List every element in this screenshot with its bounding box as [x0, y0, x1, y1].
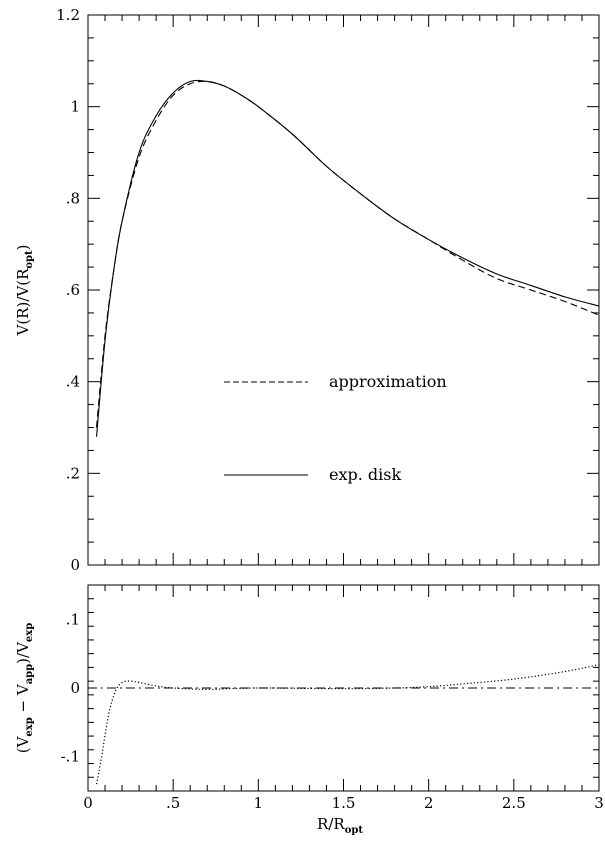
x-tick-label: 3	[594, 794, 604, 812]
top-panel-tick-labels: 0 .2 .4 .6 .8 1 1.2	[56, 6, 80, 574]
x-tick-label: 2	[424, 794, 434, 812]
x-tick-label: 0	[83, 794, 93, 812]
bottom-y-label-p1: (V	[14, 735, 32, 753]
x-axis-label-sub: opt	[345, 825, 364, 836]
top-y-axis-label: V(R)/V(Ropt)	[14, 244, 35, 336]
bottom-y-axis-label: (Vexp − Vapp)/Vexp	[14, 623, 35, 754]
bottom-y-label-s2: app	[24, 664, 35, 684]
y-tick-label: .6	[66, 281, 80, 299]
legend: approximation exp. disk	[224, 372, 447, 484]
legend-label-approximation: approximation	[329, 372, 447, 391]
rotation-curve-panel: 0 .2 .4 .6 .8 1 1.2 approximation exp. disk V(…	[14, 6, 600, 574]
y-tick-label: .1	[66, 610, 80, 628]
bottom-y-label-p3: )/V	[14, 641, 32, 664]
x-axis-label: R/Ropt	[317, 815, 363, 836]
bottom-panel-series	[87, 664, 600, 785]
x-tick-label: 1.5	[332, 794, 356, 812]
y-tick-label: 1	[70, 98, 80, 116]
series-line-dotted	[95, 664, 600, 785]
residual-panel: -.10.10.5 1 1.5 2 2.5 3 (Vexp − Vapp)/Vexp R/…	[14, 584, 604, 836]
y-tick-label: .8	[66, 189, 80, 207]
y-tick-label: 0	[70, 679, 80, 697]
y-tick-label: .2	[66, 464, 80, 482]
bottom-panel-ticks	[87, 584, 600, 792]
bottom-y-label-p2: − V	[14, 683, 32, 717]
y-tick-label: 1.2	[56, 6, 80, 24]
y-tick-label: -.1	[61, 748, 80, 766]
top-y-axis-label-main: V(R)/V(R	[14, 268, 32, 337]
top-panel-series	[95, 79, 600, 437]
y-tick-label: .4	[66, 373, 80, 391]
x-tick-label: 2.5	[502, 794, 526, 812]
legend-label-exp-disk: exp. disk	[329, 465, 401, 484]
top-panel-ticks	[87, 14, 600, 566]
x-tick-label: .5	[166, 794, 180, 812]
bottom-y-label-s1: exp	[24, 717, 35, 736]
x-axis-label-main: R/R	[317, 815, 345, 833]
top-y-axis-label-close: )	[14, 244, 32, 250]
bottom-panel-tick-labels: -.1 0 .1 0 .5 1 1.5 2 2.5 3	[61, 610, 604, 812]
x-tick-label: 1	[254, 794, 264, 812]
series-line-exp-disk	[95, 79, 600, 437]
top-y-axis-label-sub: opt	[24, 250, 35, 269]
y-tick-label: 0	[70, 556, 80, 574]
bottom-y-label-s3: exp	[24, 623, 35, 642]
